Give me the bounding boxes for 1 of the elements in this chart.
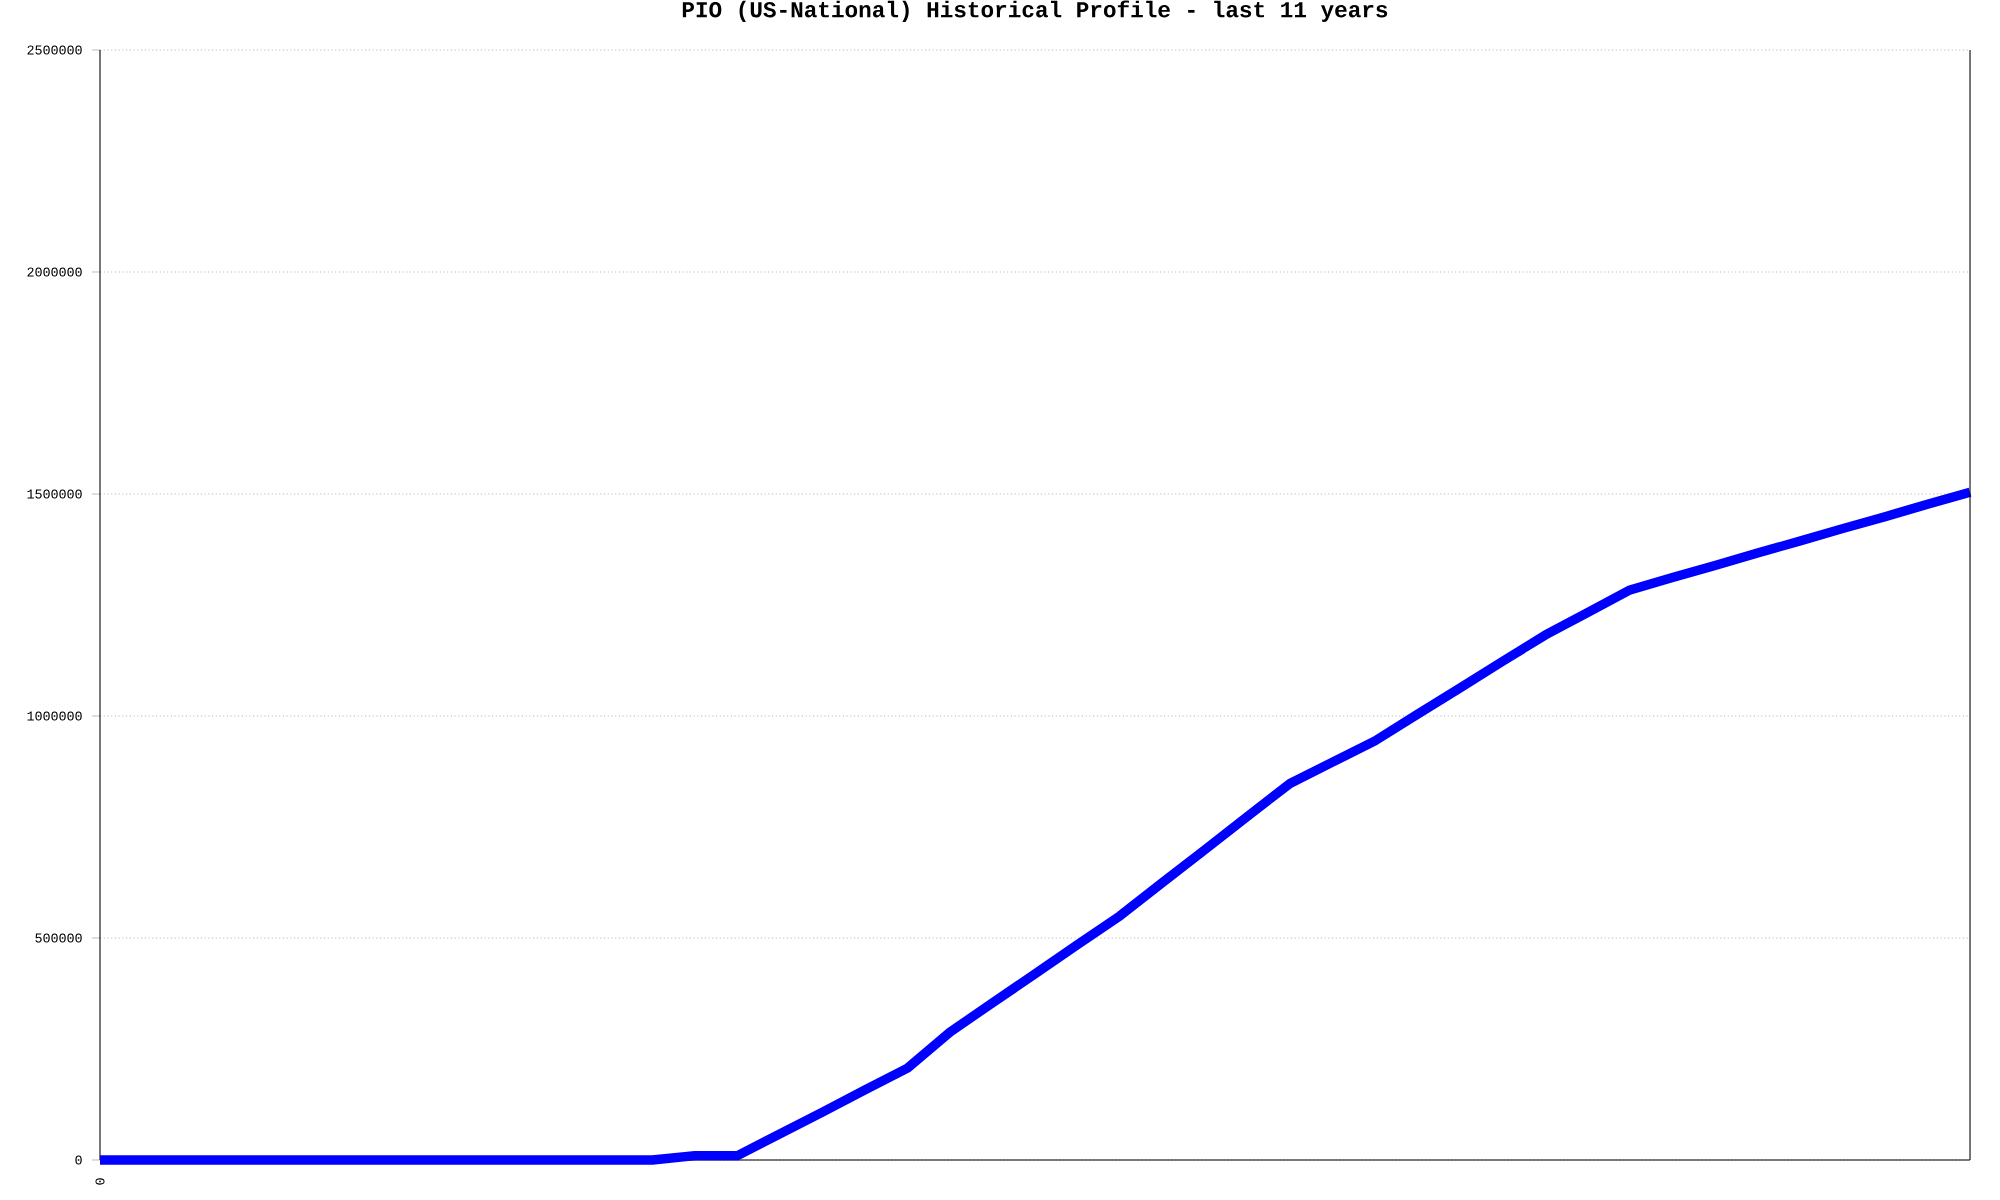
chart-title: PIO (US-National) Historical Profile - last 11 years: [682, 0, 1388, 22]
